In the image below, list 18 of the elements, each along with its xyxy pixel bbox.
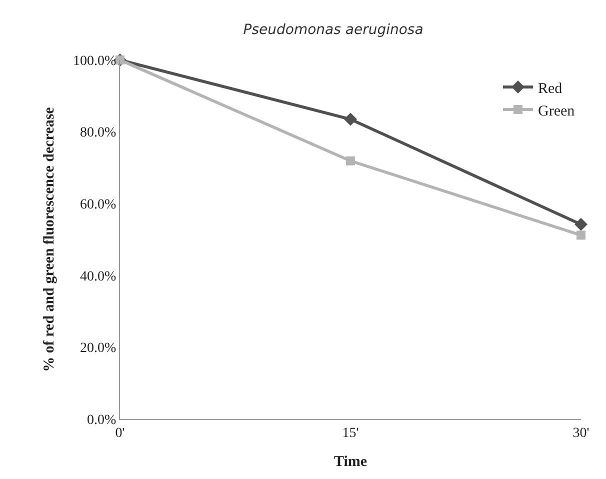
x-tick-label: 15'	[342, 426, 359, 441]
y-axis-title: % of red and green fluorescence decrease	[41, 106, 58, 372]
point	[574, 218, 588, 231]
point	[344, 112, 357, 126]
x-axis-title: Time	[334, 454, 368, 470]
point	[346, 156, 355, 166]
y-tick-label: 20.0%	[80, 341, 117, 356]
chart-title: Pseudomonas aeruginosa	[243, 22, 424, 38]
legend-label: Red	[538, 80, 563, 97]
y-tick-label: 60.0%	[80, 198, 117, 212]
y-tick-label: 0.0%	[87, 412, 117, 428]
legend-label: Green	[538, 103, 576, 120]
x-tick-label: 0'	[115, 426, 125, 441]
x-tick-label: 30'	[572, 426, 590, 441]
y-tick-label: 40.0%	[80, 269, 117, 284]
y-tick-label: 80.0%	[80, 126, 117, 141]
point	[576, 230, 586, 240]
y-tick-label: 100.0%	[73, 54, 117, 69]
